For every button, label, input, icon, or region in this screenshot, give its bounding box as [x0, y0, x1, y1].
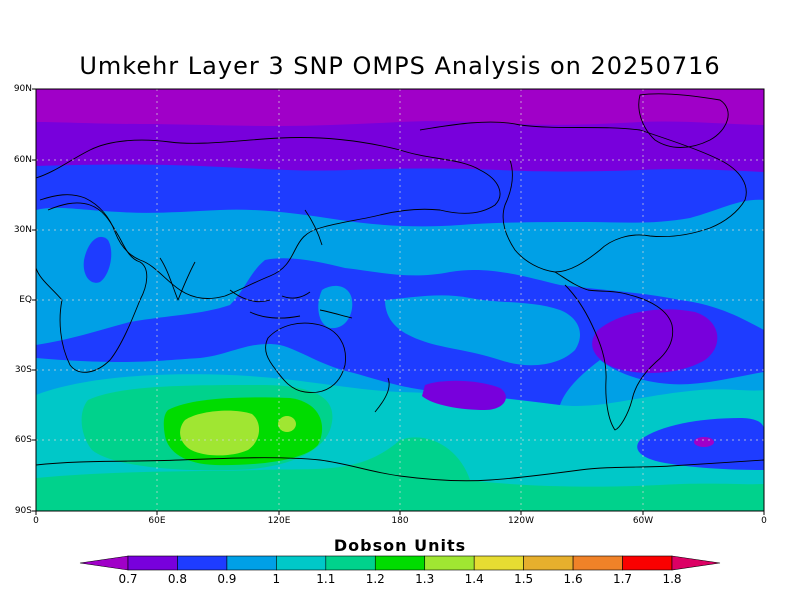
ozone-band-0.8-africa [83, 236, 112, 283]
colorbar-swatch [177, 555, 228, 571]
lon-label: 180 [391, 516, 409, 526]
lat-label: EQ [19, 295, 32, 305]
lon-label: 120E [267, 516, 291, 526]
colorbar-tick-label: 1.6 [563, 572, 583, 586]
colorbar-swatch [523, 555, 574, 571]
coast-north-america [419, 121, 747, 273]
colorbar-swatch [325, 555, 376, 571]
coast-antarctica [36, 457, 764, 482]
colorbar-tick-label: 1.1 [316, 572, 336, 586]
colorbar-tick-label: 1.4 [464, 572, 484, 586]
colorbar-tick-label: 1.5 [514, 572, 534, 586]
ozone-band-0.8-tropics [36, 258, 764, 405]
coastlines [36, 93, 764, 482]
colorbar-tick-label: 1.2 [365, 572, 385, 586]
lat-label: 30N [13, 225, 32, 235]
colorbar-tick-label: 0.7 [118, 572, 138, 586]
coast-south-america [554, 271, 674, 431]
lon-label: 60E [148, 516, 166, 526]
colorbar-swatch [226, 555, 277, 571]
coast-japan [304, 209, 323, 246]
coast-india [159, 257, 196, 301]
lon-label: 120W [507, 516, 535, 526]
colorbar-high-arrow [671, 555, 721, 571]
coast-eurasia [36, 137, 501, 299]
coast-nz [374, 377, 390, 413]
colorbar-swatch [622, 555, 673, 571]
colorbar-swatch [374, 555, 426, 571]
colorbar-tick-label: 1.7 [612, 572, 633, 586]
ozone-band-1.3 [180, 410, 260, 456]
colorbar-tick-label: 0.9 [217, 572, 237, 586]
colorbar-swatch [424, 555, 475, 571]
colorbar-swatch [127, 555, 178, 571]
lat-label: 90S [14, 506, 32, 516]
lon-label: 0 [33, 516, 39, 526]
ozone-band-0.7-samerica [592, 309, 718, 373]
colorbar-low-arrow [79, 555, 129, 571]
coast-australia [265, 322, 346, 393]
colorbar-tick-label: 1.8 [662, 572, 682, 586]
colorbar-title: Dobson Units [333, 536, 467, 555]
lon-label: 0 [761, 516, 767, 526]
coast-sea-islands [229, 289, 353, 319]
colorbar-swatch [276, 555, 327, 571]
colorbar-swatch [572, 555, 623, 571]
axis-ticks [32, 88, 765, 515]
coast-greenland [638, 93, 729, 148]
ozone-field [36, 89, 764, 511]
colorbar-tick-label: 1 [272, 572, 281, 586]
map-title: Umkehr Layer 3 SNP OMPS Analysis on 2025… [79, 52, 721, 80]
lat-label: 90N [13, 84, 32, 94]
colorbar-tick-label: 0.8 [167, 572, 187, 586]
colorbar-tick-label: 1.3 [415, 572, 435, 586]
grid-lines [36, 89, 764, 511]
lat-label: 60N [13, 155, 32, 165]
lon-label: 60W [632, 516, 654, 526]
ozone-band-0.7-southpac [422, 380, 506, 410]
colorbar-swatch [473, 555, 524, 571]
lat-label: 30S [14, 365, 32, 375]
colorbar [79, 555, 721, 571]
ozone-band-0.9-westpac [318, 285, 353, 329]
ozone-band-0.6-spot [694, 437, 714, 447]
ozone-band-0.9-equatorial [385, 295, 580, 366]
lat-label: 60S [14, 435, 32, 445]
ozone-band-1.3-small [278, 416, 296, 432]
